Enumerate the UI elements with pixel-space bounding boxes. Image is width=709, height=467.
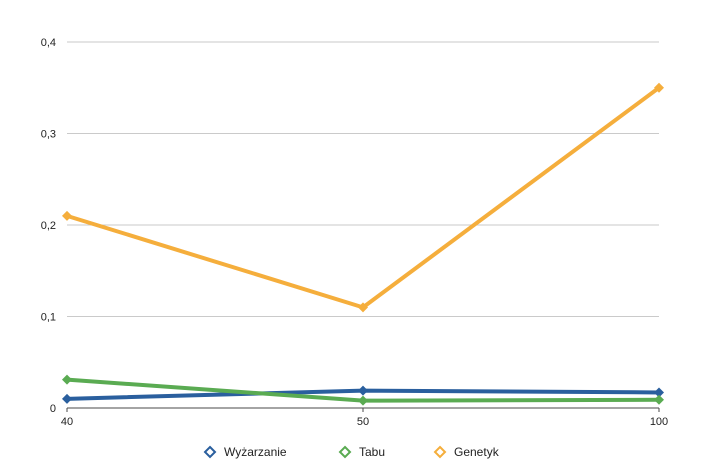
data-point (654, 394, 664, 405)
series-line (65, 85, 661, 310)
gridlines (67, 41, 659, 317)
y-tick-label: 0,1 (41, 312, 56, 324)
data-point (62, 393, 72, 404)
x-tick-label: 50 (357, 416, 369, 428)
y-tick-label: 0,4 (41, 37, 56, 49)
y-tick-label: 0,2 (41, 220, 56, 232)
data-point (654, 387, 664, 398)
legend: Wyżarzanie Tabu Genetyk (203, 445, 500, 459)
legend-marker-icon (338, 445, 352, 459)
data-point (358, 385, 368, 396)
legend-marker-icon (203, 445, 217, 459)
data-point (358, 302, 368, 313)
x-tick-label: 40 (61, 416, 73, 428)
legend-label: Genetyk (454, 445, 500, 459)
data-point (62, 374, 72, 385)
y-tick-label: 0 (50, 403, 56, 415)
data-point (654, 82, 664, 93)
legend-label: Tabu (359, 445, 385, 459)
series-lines (62, 82, 664, 406)
legend-label: Wyżarzanie (224, 445, 287, 459)
x-tick-label: 100 (650, 416, 668, 428)
y-tick-label: 0,3 (41, 129, 56, 141)
data-point (62, 210, 72, 221)
legend-marker-icon (433, 445, 447, 459)
axes: 0 0,1 0,2 0,3 0,4 40 50 100 (41, 37, 668, 428)
data-point (358, 395, 368, 406)
